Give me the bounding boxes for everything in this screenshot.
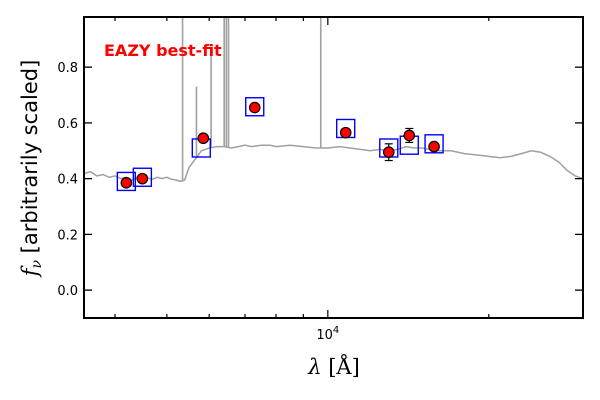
observed-point (248, 101, 261, 114)
x-tick-label: 104 (316, 325, 339, 343)
model-photometry-square (245, 97, 265, 117)
x-axis-label: λ [Å] (307, 354, 360, 379)
observed-point (136, 172, 149, 185)
y-axis-label: fν [arbitrarily scaled] (18, 60, 45, 279)
observed-point (428, 140, 440, 153)
emission-lines-layer (181, 17, 322, 182)
spectrum-layer (83, 144, 584, 183)
x-tick-base: 10 (316, 328, 333, 343)
x-axis-symbol: λ (307, 355, 321, 379)
x-tick-exp: 4 (333, 325, 339, 336)
y-axis-symbol: f (18, 265, 42, 278)
y-tick-label: 0.6 (57, 117, 78, 132)
observed-photometry-layer (120, 101, 440, 189)
y-axis-text: [arbitrarily scaled] (18, 60, 42, 260)
y-tick-label: 0.0 (57, 284, 78, 299)
model-photometry-layer (116, 97, 444, 192)
x-axis-ticks (114, 17, 490, 318)
observed-point (339, 126, 352, 139)
observed-point (403, 129, 416, 142)
y-axis-ticks: 0.0 0.2 0.4 0.6 0.8 (57, 61, 583, 299)
x-axis-unit: [Å] (322, 354, 360, 379)
model-photometry-square (116, 171, 137, 192)
observed-point (382, 146, 395, 158)
plot-frame (83, 16, 584, 319)
spectrum-line (83, 144, 584, 183)
y-tick-label: 0.4 (57, 173, 78, 188)
annotation-label: EAZY best-fit (104, 41, 222, 60)
observed-point (120, 177, 133, 189)
observed-point (197, 132, 210, 145)
model-photometry-square (424, 134, 444, 154)
model-photometry-square (132, 167, 153, 187)
y-tick-label: 0.2 (57, 228, 78, 243)
y-axis-subscript: ν (29, 260, 45, 269)
y-tick-label: 0.8 (57, 61, 78, 76)
